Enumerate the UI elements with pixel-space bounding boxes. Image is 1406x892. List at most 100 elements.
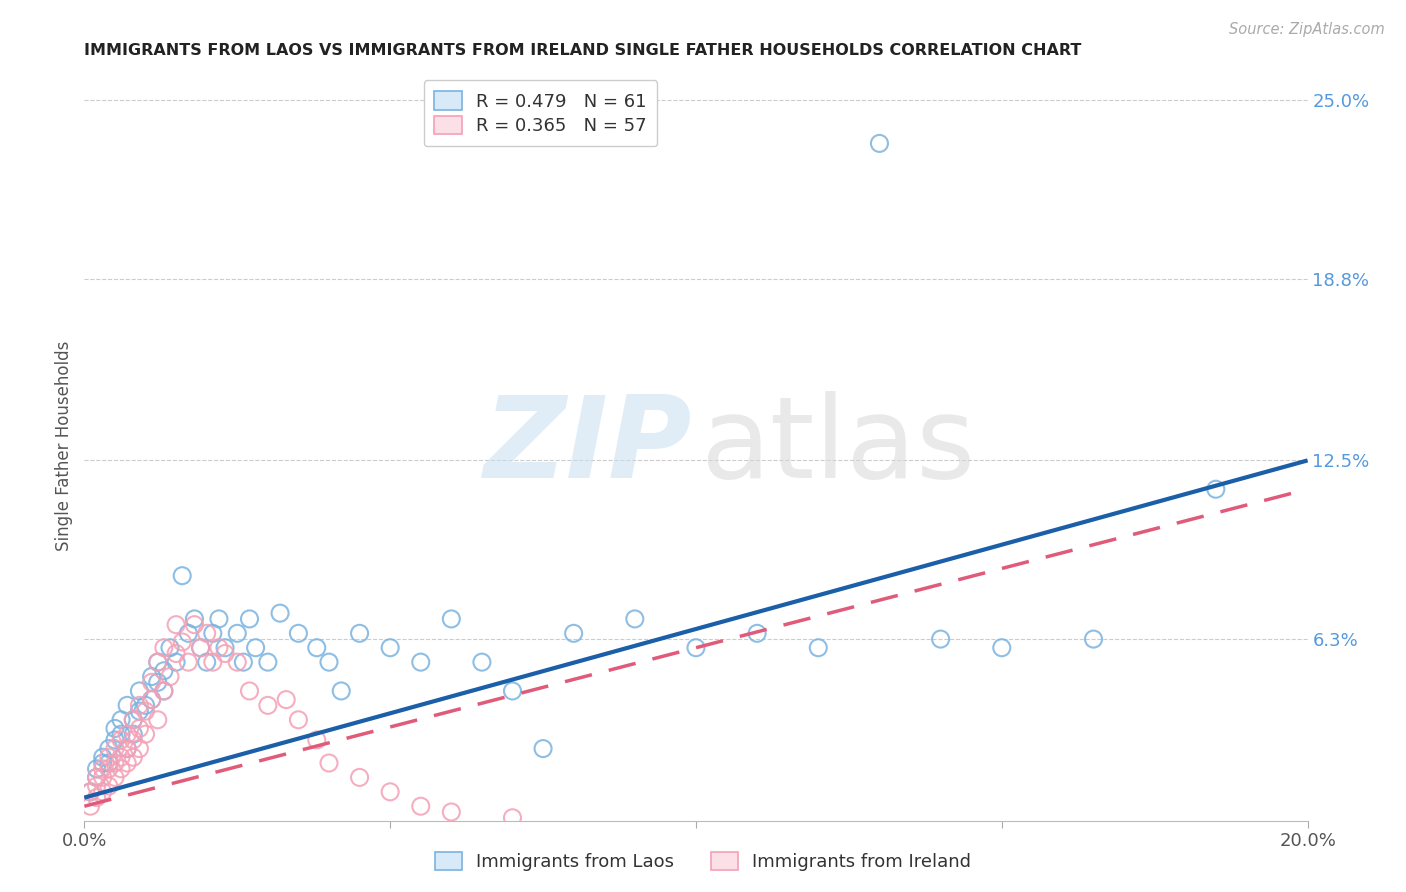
Point <box>502 684 524 698</box>
Point <box>409 799 432 814</box>
Point <box>122 713 145 727</box>
Point <box>146 675 169 690</box>
Point <box>97 741 120 756</box>
Point <box>91 756 114 770</box>
Point <box>159 669 181 683</box>
Point <box>122 733 145 747</box>
Point <box>97 750 120 764</box>
Text: atlas: atlas <box>700 391 974 501</box>
Point <box>146 655 169 669</box>
Point <box>141 675 163 690</box>
Point <box>91 762 114 776</box>
Point <box>165 655 187 669</box>
Point <box>128 684 150 698</box>
Point <box>110 762 132 776</box>
Point <box>195 655 218 669</box>
Point <box>97 756 120 770</box>
Point <box>190 640 212 655</box>
Point <box>177 655 200 669</box>
Point <box>86 779 108 793</box>
Point <box>349 771 371 785</box>
Point <box>104 756 127 770</box>
Point <box>380 785 402 799</box>
Point <box>318 756 340 770</box>
Point <box>183 612 205 626</box>
Text: IMMIGRANTS FROM LAOS VS IMMIGRANTS FROM IRELAND SINGLE FATHER HOUSEHOLDS CORRELA: IMMIGRANTS FROM LAOS VS IMMIGRANTS FROM … <box>84 43 1081 58</box>
Point <box>146 655 169 669</box>
Point <box>135 698 157 713</box>
Point <box>318 655 340 669</box>
Point <box>86 790 108 805</box>
Text: Source: ZipAtlas.com: Source: ZipAtlas.com <box>1229 22 1385 37</box>
Point <box>208 612 231 626</box>
Point <box>165 617 187 632</box>
Point <box>1205 482 1227 496</box>
Point <box>502 811 524 825</box>
Point <box>380 640 402 655</box>
Point <box>122 727 145 741</box>
Point <box>172 635 194 649</box>
Point <box>165 647 187 661</box>
Point <box>190 640 212 655</box>
Point <box>104 722 127 736</box>
Point <box>1083 632 1105 646</box>
Point <box>153 664 176 678</box>
Point <box>238 612 260 626</box>
Point <box>238 684 260 698</box>
Point <box>869 136 891 151</box>
Point <box>153 640 176 655</box>
Point <box>807 640 830 655</box>
Point <box>153 684 176 698</box>
Point <box>86 771 108 785</box>
Point <box>110 750 132 764</box>
Point <box>110 733 132 747</box>
Point <box>128 698 150 713</box>
Point <box>122 713 145 727</box>
Point <box>159 640 181 655</box>
Point <box>287 713 309 727</box>
Point <box>141 669 163 683</box>
Point <box>128 704 150 718</box>
Point <box>929 632 952 646</box>
Point <box>440 805 463 819</box>
Point <box>86 771 108 785</box>
Point <box>91 771 114 785</box>
Legend: R = 0.479   N = 61, R = 0.365   N = 57: R = 0.479 N = 61, R = 0.365 N = 57 <box>423 80 658 146</box>
Point <box>409 655 432 669</box>
Point <box>141 692 163 706</box>
Point <box>104 741 127 756</box>
Point <box>115 741 138 756</box>
Point <box>305 640 328 655</box>
Point <box>135 727 157 741</box>
Point <box>330 684 353 698</box>
Point <box>79 785 101 799</box>
Point <box>471 655 494 669</box>
Legend: Immigrants from Laos, Immigrants from Ireland: Immigrants from Laos, Immigrants from Ir… <box>427 845 979 879</box>
Point <box>172 568 194 582</box>
Point <box>195 626 218 640</box>
Point <box>287 626 309 640</box>
Point <box>747 626 769 640</box>
Point <box>440 612 463 626</box>
Y-axis label: Single Father Households: Single Father Households <box>55 341 73 551</box>
Point <box>562 626 585 640</box>
Point <box>349 626 371 640</box>
Point <box>991 640 1014 655</box>
Point <box>183 617 205 632</box>
Point <box>257 698 280 713</box>
Point <box>305 733 328 747</box>
Point <box>97 779 120 793</box>
Point <box>232 655 254 669</box>
Point <box>226 626 249 640</box>
Point <box>531 741 554 756</box>
Point <box>110 713 132 727</box>
Point <box>91 750 114 764</box>
Point <box>201 626 224 640</box>
Point <box>135 704 157 718</box>
Point <box>115 756 138 770</box>
Point <box>79 785 101 799</box>
Text: ZIP: ZIP <box>484 391 692 501</box>
Point <box>214 647 236 661</box>
Point <box>201 655 224 669</box>
Point <box>115 741 138 756</box>
